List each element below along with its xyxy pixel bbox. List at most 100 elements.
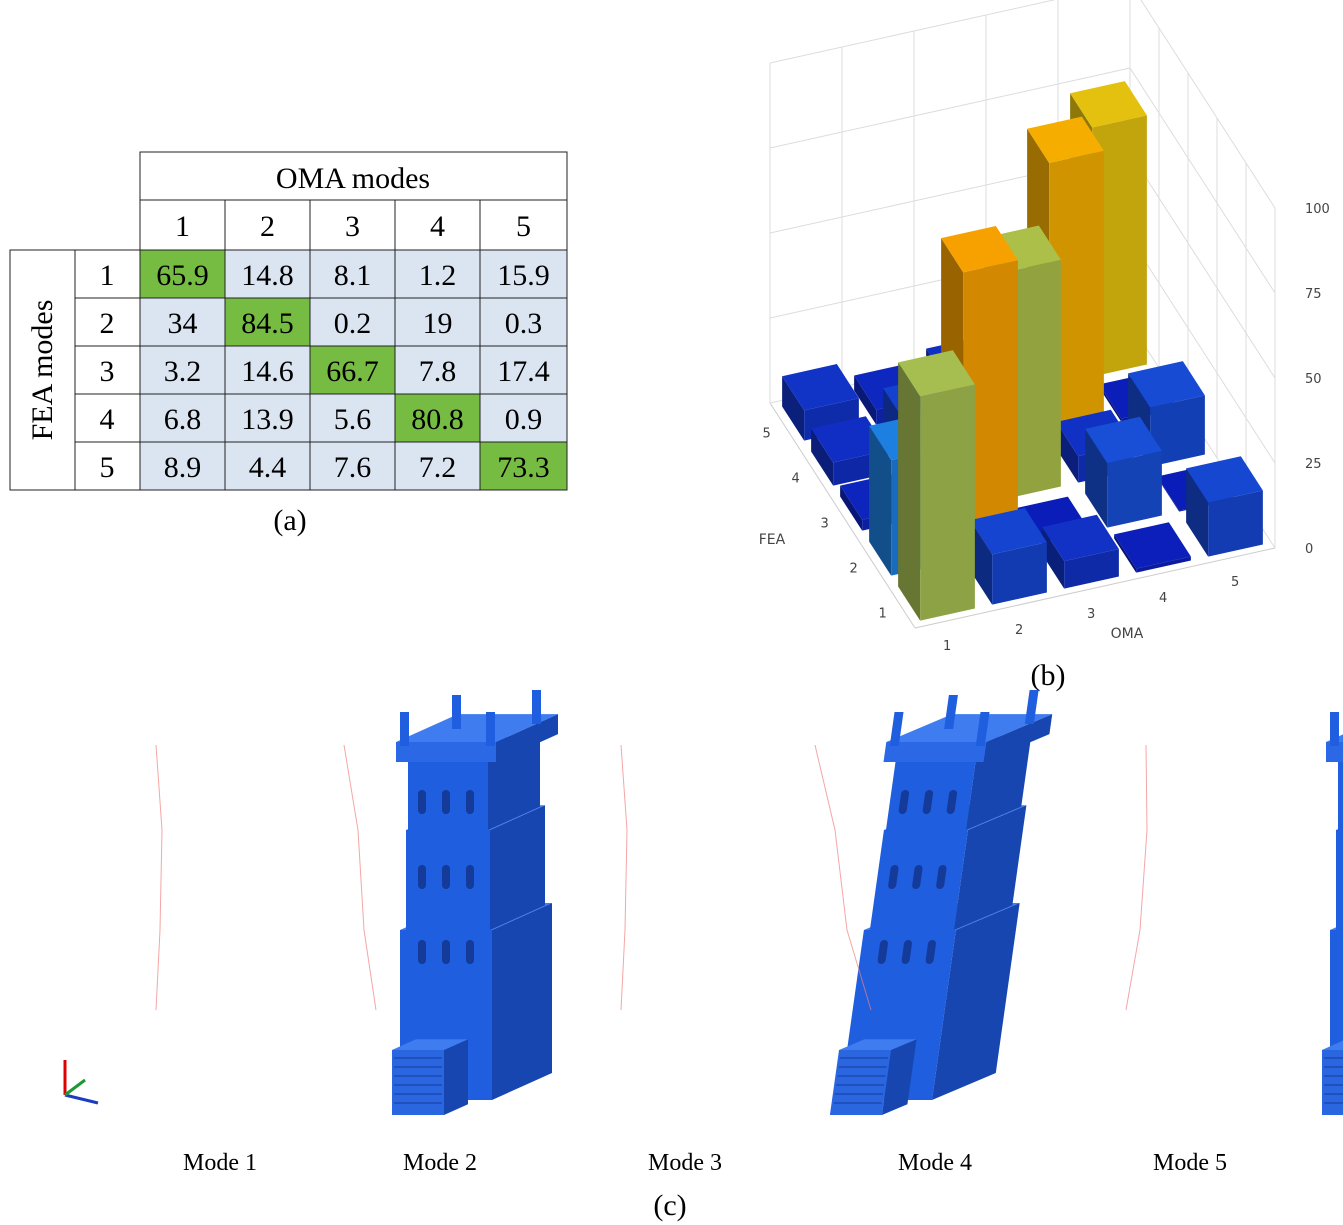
column-label: 2: [260, 210, 275, 243]
cell-value: 13.9: [241, 403, 294, 436]
bar-front: [920, 384, 975, 621]
cell-value: 8.1: [334, 259, 372, 292]
bar-top: [970, 508, 1047, 555]
cell-value: 19: [423, 307, 453, 340]
tower-window: [888, 865, 899, 889]
y-tick-label: 1: [879, 607, 887, 622]
tower-model: [392, 690, 558, 1115]
z-tick-label: 75: [1305, 287, 1322, 302]
bar: [970, 508, 1047, 605]
mode-wireframe: [1125, 744, 1148, 1011]
column-label: 5: [516, 210, 531, 243]
z-tick-label: 0: [1305, 542, 1313, 557]
cell-value: 0.3: [505, 307, 543, 340]
tower-window: [912, 865, 923, 889]
table-cell: [309, 441, 396, 491]
tower-window: [946, 790, 958, 814]
x-tick-label: 1: [943, 639, 951, 654]
caption: (a): [273, 504, 306, 537]
tower-side: [983, 714, 1053, 762]
tower-post: [975, 712, 990, 746]
cell-value: 66.7: [326, 355, 379, 388]
y-tick-label: 2: [850, 562, 858, 577]
bar: [1085, 416, 1162, 528]
tower-side: [953, 805, 1027, 930]
y-axis-label: FEA: [759, 532, 786, 548]
bar-front: [1107, 450, 1162, 528]
tower-window: [442, 940, 450, 964]
axis-triad-y: [64, 1078, 86, 1097]
cell-value: 6.8: [164, 403, 202, 436]
tower-window: [936, 865, 947, 889]
tower-face: [1336, 830, 1343, 930]
bar-side: [1157, 476, 1180, 512]
cell-value: 5.6: [334, 403, 372, 436]
cell-value: 8.9: [164, 451, 202, 484]
tower-window: [922, 790, 934, 814]
bar-side: [840, 485, 863, 531]
tower-side: [490, 805, 545, 930]
bar-front: [1150, 395, 1205, 467]
cell-value: 0.2: [334, 307, 372, 340]
cell-value: 14.8: [241, 259, 294, 292]
tower-post: [944, 695, 958, 729]
bar-side: [869, 425, 892, 576]
bar: [1186, 456, 1263, 557]
row-label: 4: [100, 403, 115, 436]
bar-top: [1128, 361, 1205, 408]
tower-window: [466, 940, 474, 964]
cell-value: 14.6: [241, 355, 294, 388]
mode-label: Mode 3: [648, 1150, 722, 1176]
row-label: 2: [100, 307, 115, 340]
tower-window: [925, 940, 936, 964]
table-header-cell: [139, 151, 568, 201]
cell-value: 0.9: [505, 403, 543, 436]
bar-front: [992, 542, 1047, 605]
column-cell: [139, 199, 226, 251]
x-tick-label: 3: [1087, 607, 1095, 622]
tower-face: [396, 742, 496, 762]
table-cell: [224, 249, 311, 299]
mode-label: Mode 5: [1153, 1150, 1227, 1176]
tower-window: [418, 790, 426, 814]
cell-value: 34: [168, 307, 198, 340]
bar-side: [970, 520, 993, 605]
bar-front: [1006, 259, 1061, 499]
bar-top: [1042, 514, 1119, 562]
cell-value: 73.3: [497, 451, 550, 484]
tower-post: [1024, 690, 1039, 724]
tower-post: [400, 712, 409, 746]
table-cell: [394, 249, 481, 299]
table-cell: [479, 393, 568, 443]
tower-window: [898, 790, 910, 814]
bar-side: [811, 428, 834, 486]
table-cell: [224, 393, 311, 443]
y-tick-label: 3: [821, 517, 829, 532]
cell-value: 7.8: [419, 355, 457, 388]
column-label: 1: [175, 210, 190, 243]
tower-window: [901, 940, 912, 964]
z-tick-label: 25: [1305, 457, 1322, 472]
tower-window: [442, 790, 450, 814]
tower-top: [392, 1039, 468, 1050]
cell-value: 1.2: [419, 259, 457, 292]
tower-top: [396, 714, 558, 742]
tower-post: [889, 712, 904, 746]
column-label: 3: [345, 210, 360, 243]
y-tick-label: 5: [763, 427, 771, 442]
x-axis-label: OMA: [1111, 626, 1144, 642]
caption: (c): [653, 1189, 686, 1222]
table-cell: [139, 345, 226, 395]
wall-line: [769, 402, 916, 629]
tower-window: [418, 865, 426, 889]
bar-front: [1049, 150, 1104, 438]
tower-top: [1322, 1040, 1343, 1050]
bar: [1042, 514, 1119, 589]
cell-value: 17.4: [497, 355, 550, 388]
tower-face: [392, 1050, 444, 1115]
table-cell: [139, 393, 226, 443]
mode-wireframe: [155, 744, 163, 1011]
bar-top: [782, 364, 859, 411]
table-cell: [224, 441, 311, 491]
